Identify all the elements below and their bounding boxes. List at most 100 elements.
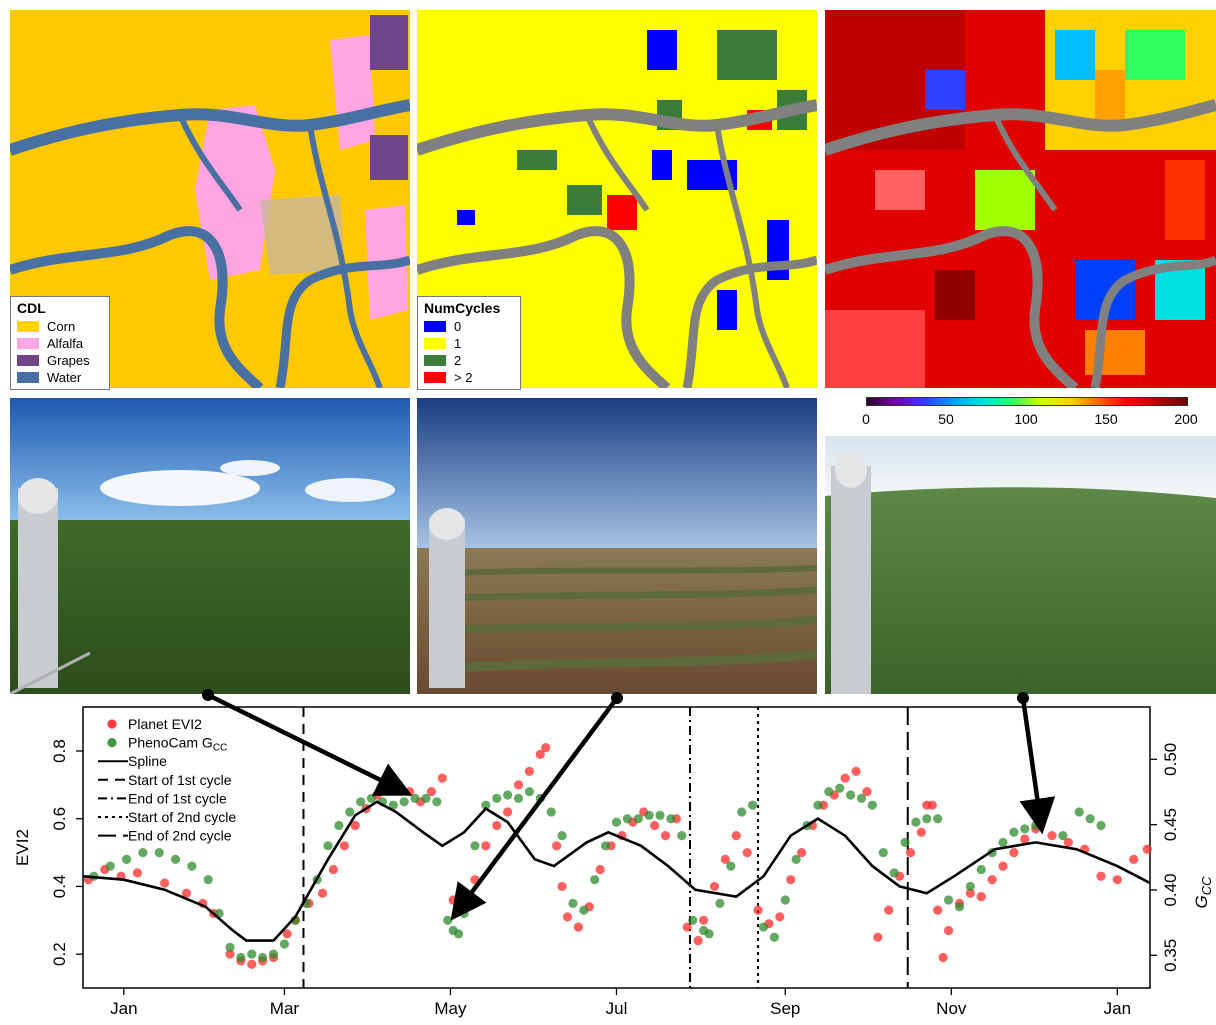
gcc-point xyxy=(878,847,888,858)
evi2-point xyxy=(426,787,437,797)
y-right-tick-label: 0.40 xyxy=(1161,873,1180,906)
gcc-point xyxy=(704,929,714,939)
evi2-point xyxy=(905,847,916,858)
legend-item-water: Water xyxy=(17,369,103,386)
colorbar-tick: 0 xyxy=(862,411,870,427)
evi2-point xyxy=(513,780,524,790)
gcc-point xyxy=(334,820,344,831)
gcc-point xyxy=(481,800,491,810)
gcc-point xyxy=(954,902,965,912)
gcc-point xyxy=(170,854,181,864)
legend-label: 0 xyxy=(454,319,462,334)
phenocam-photo-green-field xyxy=(10,398,410,694)
evi2-point xyxy=(927,800,937,810)
evi2-point xyxy=(247,959,257,969)
gcc-point xyxy=(726,861,736,871)
plot-frame xyxy=(82,706,1151,989)
gcc-point xyxy=(900,837,910,848)
gcc-point xyxy=(410,793,420,804)
gcc-point xyxy=(780,895,790,905)
evi2-point xyxy=(1142,844,1152,854)
colorbar-tick: 100 xyxy=(1014,411,1038,427)
evi2-point xyxy=(181,888,192,898)
gcc-point xyxy=(323,841,333,851)
evi2-point xyxy=(650,820,660,831)
legend-label: > 2 xyxy=(454,370,473,385)
gcc-point xyxy=(976,864,986,875)
evi2-point xyxy=(851,766,861,776)
evi2-point xyxy=(965,888,975,898)
cdl-legend: CDL Corn Alfalfa Grapes Water xyxy=(10,296,110,390)
evi2-point xyxy=(775,912,785,922)
gcc-point xyxy=(889,868,899,878)
gcc-point xyxy=(666,814,676,824)
evi2-point xyxy=(132,868,143,878)
x-tick-label: Nov xyxy=(936,999,967,1018)
two-swatch xyxy=(424,355,446,366)
gcc-point xyxy=(965,881,975,892)
spline-line xyxy=(82,800,1151,942)
evi2-point xyxy=(709,881,720,892)
evi2-point xyxy=(753,905,763,915)
legend-label: End of 2nd cycle xyxy=(128,828,232,844)
gcc-point xyxy=(824,787,834,797)
evi2-point xyxy=(1129,854,1139,864)
x-tick-label: Sep xyxy=(770,999,800,1018)
gcc-point xyxy=(867,800,877,810)
arrow-line xyxy=(1019,697,1056,835)
colorbar-tick: 200 xyxy=(1174,411,1198,427)
legend-label: End of 1st cycle xyxy=(128,790,227,806)
gcc-point xyxy=(492,793,502,804)
evi2-point xyxy=(1063,837,1073,848)
evi2-point xyxy=(1112,875,1122,885)
legend-item-2: 2 xyxy=(424,352,514,369)
gcc-point xyxy=(187,861,197,871)
evi2-point xyxy=(916,827,926,837)
evi2-point xyxy=(1096,871,1106,881)
alfalfa-swatch xyxy=(17,338,39,349)
grapes-swatch xyxy=(17,355,39,366)
gcc-point xyxy=(715,898,725,908)
gcc-point xyxy=(345,807,355,817)
legend-item-grapes: Grapes xyxy=(17,352,103,369)
evi2-point xyxy=(938,952,948,963)
gcc-point xyxy=(546,807,556,817)
gcc-point xyxy=(611,817,622,827)
x-tick-label: Mar xyxy=(270,999,300,1018)
gcc-point xyxy=(622,814,632,824)
gcc-point xyxy=(791,854,801,864)
legend-label: Corn xyxy=(47,319,76,334)
evi2-point xyxy=(720,854,730,864)
gcc-point xyxy=(121,854,132,864)
evi2-point xyxy=(562,912,573,922)
evi2-point xyxy=(976,891,986,902)
phenocam-photo-harvested-field xyxy=(417,398,817,694)
legend-label: Spline xyxy=(128,753,167,769)
legend-label: Grapes xyxy=(47,353,90,368)
water-swatch xyxy=(17,372,39,383)
y-right-axis-label-sub: CC xyxy=(1199,876,1214,895)
evi2-point xyxy=(437,773,447,783)
gcc-point xyxy=(524,787,534,797)
evi2-point xyxy=(840,773,850,783)
cdl-legend-title: CDL xyxy=(17,300,46,316)
gcc-point xyxy=(1009,827,1019,837)
gcc-point xyxy=(579,905,589,915)
gcc-point xyxy=(568,898,578,908)
x-tick-label: Jan xyxy=(1104,999,1131,1018)
y-right-tick-label: 0.45 xyxy=(1161,808,1180,841)
legend-label: Water xyxy=(47,370,82,385)
evi2-point xyxy=(573,922,583,932)
gcc-point xyxy=(688,915,698,925)
gcc-point xyxy=(943,895,954,905)
gcc-point xyxy=(470,841,480,851)
legend-label: PhenoCam GCC xyxy=(128,735,227,754)
legend-label: Alfalfa xyxy=(47,336,84,351)
legend-label: 1 xyxy=(454,336,462,351)
gcc-point xyxy=(856,793,867,804)
evi2-point xyxy=(884,905,894,915)
gcc-point xyxy=(388,800,398,810)
gcc-point xyxy=(644,810,654,820)
gcc-point xyxy=(1058,831,1068,841)
colorbar-gradient xyxy=(866,397,1188,406)
